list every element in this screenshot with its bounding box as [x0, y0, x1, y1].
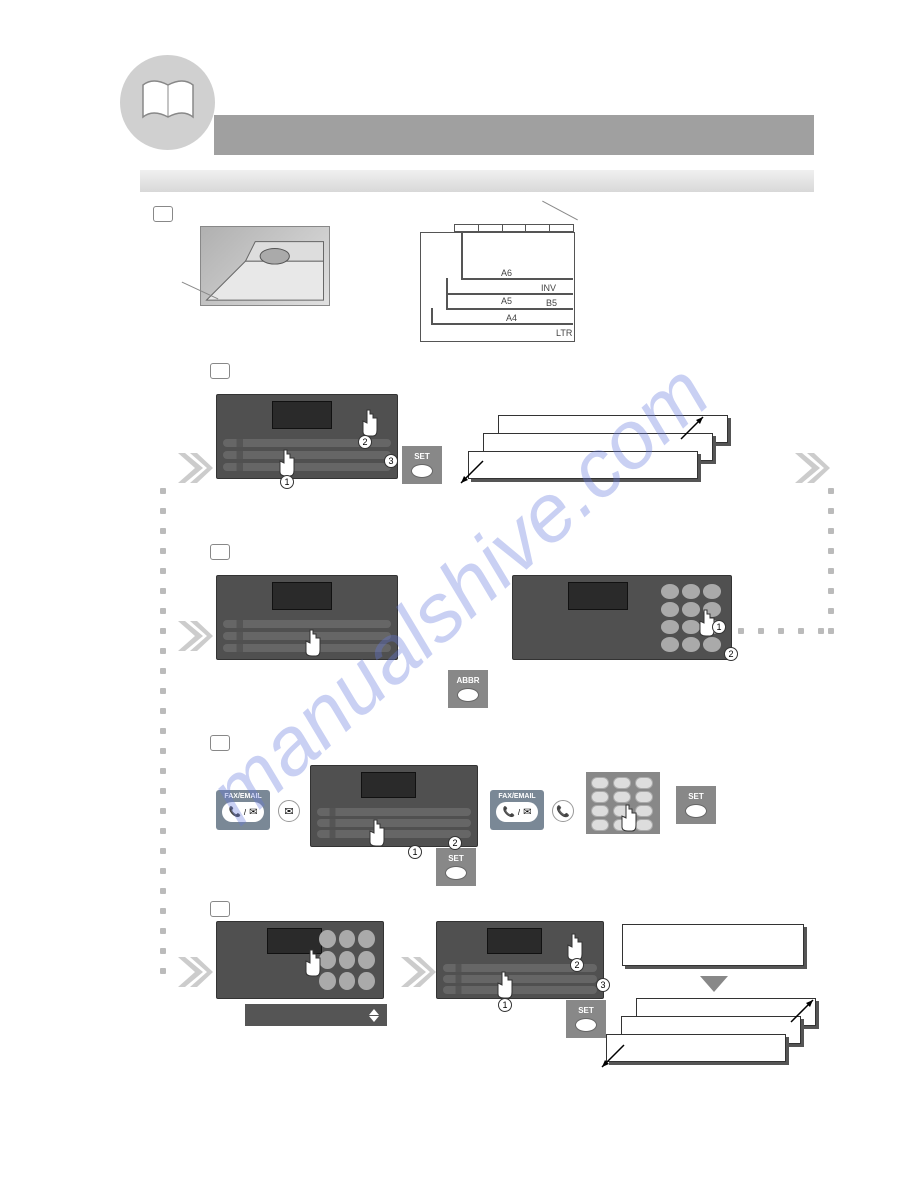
lcd-single-top	[622, 924, 804, 966]
step-3-marker	[210, 735, 230, 751]
step-1-marker	[210, 363, 230, 379]
book-icon-circle	[120, 55, 215, 150]
chevron-right-icon	[398, 952, 436, 992]
set-button-3b: SET	[676, 786, 716, 824]
size-a6: A6	[501, 268, 512, 278]
triangle-down-icon	[700, 976, 728, 992]
abbr-button: ABBR	[448, 670, 488, 708]
size-a5: A5	[501, 296, 512, 306]
book-icon	[138, 75, 198, 130]
hand-icon	[490, 970, 516, 1000]
circled-1: 1	[712, 620, 726, 634]
header-title-bar	[214, 115, 814, 155]
fax-email-button-2: FAX/EMAIL 📞/✉	[490, 790, 544, 830]
platen-pointer-line	[542, 201, 578, 221]
fax-email-button-1: FAX/EMAIL 📞/✉	[216, 790, 270, 830]
hand-icon	[298, 628, 324, 658]
checkbox-top	[153, 206, 173, 222]
circled-3: 3	[384, 454, 398, 468]
set-label: SET	[448, 854, 464, 863]
circled-2: 2	[570, 958, 584, 972]
arrow-up-icon	[369, 1009, 379, 1015]
set-button-1: SET	[402, 446, 442, 484]
circled-2: 2	[448, 836, 462, 850]
set-label: SET	[578, 1006, 594, 1015]
set-label: SET	[688, 792, 704, 801]
platen-size-diagram: A6 A5 A4 B5 INV LTR	[420, 232, 575, 342]
step-2-marker	[210, 544, 230, 560]
subheader-bar	[140, 170, 814, 192]
control-panel-3	[310, 765, 478, 847]
circled-1: 1	[280, 475, 294, 489]
updown-control	[245, 1004, 387, 1026]
fax-email-oval: 📞/✉	[496, 802, 538, 822]
chevron-right-icon	[792, 448, 830, 488]
phone-mini-button: 📞	[552, 800, 574, 822]
set-button-4: SET	[566, 1000, 606, 1038]
fax-email-label: FAX/EMAIL	[224, 793, 261, 800]
size-inv: INV	[541, 283, 556, 293]
set-label: SET	[414, 452, 430, 461]
arrow-down-left	[597, 1042, 627, 1072]
hand-icon	[560, 932, 586, 962]
mail-mini-button: ✉	[278, 800, 300, 822]
hand-icon	[355, 408, 381, 438]
step-4-marker	[210, 901, 230, 917]
hand-icon	[614, 803, 640, 833]
arrow-up-right	[678, 412, 708, 442]
size-a4: A4	[506, 313, 517, 323]
size-ltr: LTR	[556, 328, 572, 338]
phone-icon: 📞	[556, 805, 570, 818]
circled-2: 2	[724, 647, 738, 661]
circled-1: 1	[408, 845, 422, 859]
fax-email-label: FAX/EMAIL	[498, 793, 535, 800]
arrow-up-right	[788, 995, 818, 1025]
mail-icon: ✉	[249, 807, 257, 818]
fax-email-oval: 📞/✉	[222, 802, 264, 822]
circled-3: 3	[596, 978, 610, 992]
arrow-down-left	[456, 458, 486, 488]
circled-2: 2	[358, 435, 372, 449]
hand-icon	[298, 948, 324, 978]
mail-icon: ✉	[284, 805, 293, 818]
hand-icon	[272, 448, 298, 478]
dotted-flow-right-top	[828, 488, 834, 628]
mail-icon: ✉	[523, 807, 531, 818]
phone-icon: 📞	[502, 807, 514, 818]
hand-icon	[362, 818, 388, 848]
set-button-3: SET	[436, 848, 476, 886]
device-photo-platen	[200, 226, 330, 306]
chevron-right-icon	[175, 952, 213, 992]
chevron-right-icon	[175, 448, 213, 488]
dotted-flow-right-h	[738, 628, 828, 634]
phone-icon: 📞	[228, 807, 240, 818]
size-b5: B5	[546, 298, 557, 308]
arrow-down-icon	[369, 1016, 379, 1022]
abbr-label: ABBR	[456, 676, 479, 685]
dotted-flow-left	[160, 488, 166, 968]
chevron-right-icon	[175, 616, 213, 656]
circled-1: 1	[498, 998, 512, 1012]
